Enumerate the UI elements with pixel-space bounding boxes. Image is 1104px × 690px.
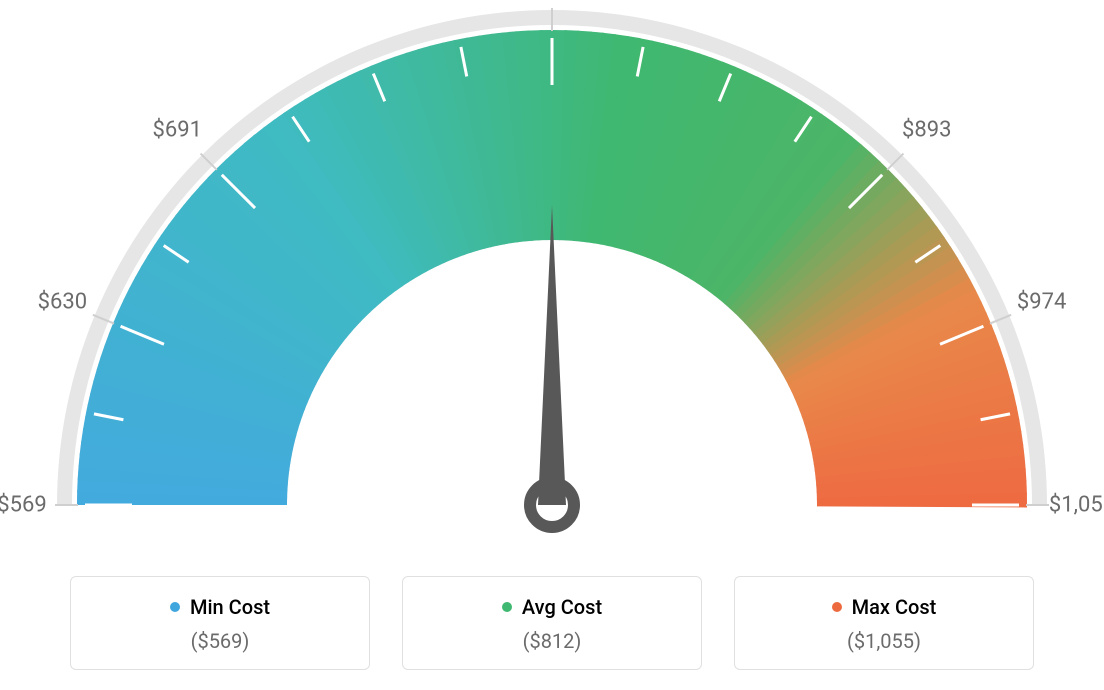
dot-icon	[502, 602, 512, 612]
gauge-tick-label: $630	[38, 290, 87, 315]
legend-text-min: Min Cost	[190, 595, 270, 619]
legend-label-min: Min Cost	[170, 595, 270, 619]
legend-value-max: ($1,055)	[735, 629, 1033, 653]
legend-card-min: Min Cost ($569)	[70, 576, 370, 670]
gauge-chart: $569$630$691$812$893$974$1,055	[0, 0, 1104, 560]
legend-row: Min Cost ($569) Avg Cost ($812) Max Cost…	[0, 576, 1104, 670]
gauge-svg	[0, 0, 1104, 560]
dot-icon	[170, 602, 180, 612]
legend-value-min: ($569)	[71, 629, 369, 653]
gauge-tick-label: $1,055	[1049, 493, 1104, 518]
gauge-tick-label: $893	[902, 118, 951, 143]
gauge-tick-label: $974	[1017, 290, 1066, 315]
gauge-tick-label: $691	[152, 118, 201, 143]
legend-text-avg: Avg Cost	[522, 595, 602, 619]
legend-card-avg: Avg Cost ($812)	[402, 576, 702, 670]
legend-text-max: Max Cost	[852, 595, 937, 619]
legend-label-max: Max Cost	[832, 595, 937, 619]
legend-value-avg: ($812)	[403, 629, 701, 653]
dot-icon	[832, 602, 842, 612]
legend-card-max: Max Cost ($1,055)	[734, 576, 1034, 670]
gauge-tick-label: $569	[0, 493, 47, 518]
legend-label-avg: Avg Cost	[502, 595, 602, 619]
